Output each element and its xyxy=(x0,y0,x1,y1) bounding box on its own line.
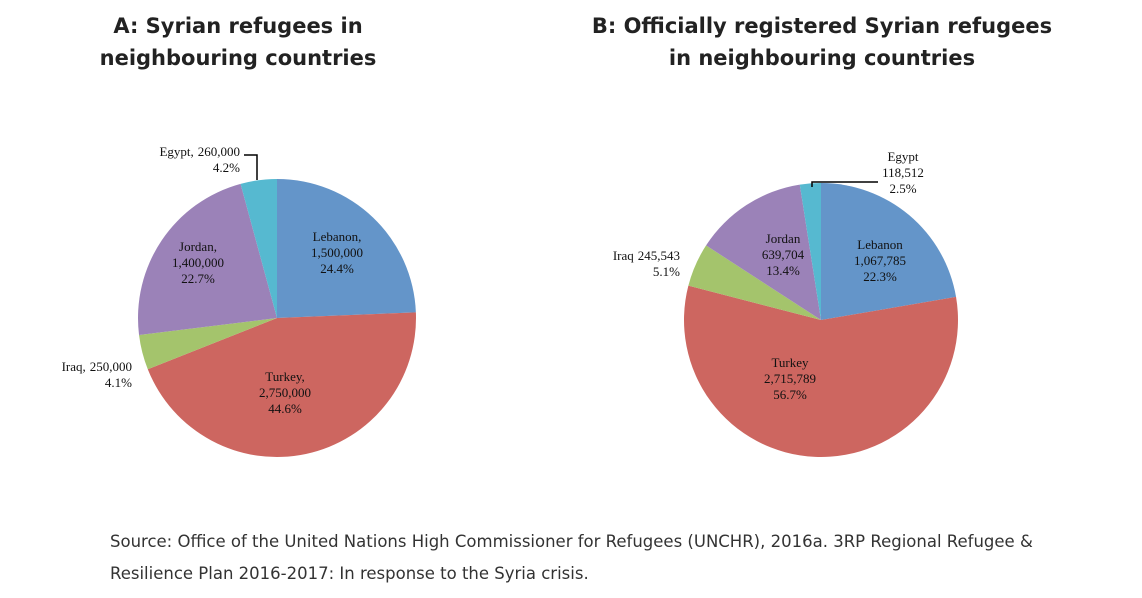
pie-slice xyxy=(138,183,277,335)
charts: A: Syrian refugees in neighbouring countr… xyxy=(62,14,1052,458)
pie-slice xyxy=(684,285,958,457)
slice-label-part: Jordan, xyxy=(179,239,217,254)
slice-label: Turkey, xyxy=(265,369,305,384)
pie-slice xyxy=(688,245,821,320)
slice-label-part: 245,543 xyxy=(638,248,680,263)
chart-title: A: Syrian refugees in xyxy=(113,14,362,38)
chart-title: B: Officially registered Syrian refugees xyxy=(592,14,1052,38)
slice-label: 118,512 xyxy=(882,165,924,180)
slice-label: 22.3% xyxy=(863,269,897,284)
slice-label-part: 24.4% xyxy=(320,261,354,276)
pie-slice xyxy=(147,312,416,458)
slice-label-part: 22.7% xyxy=(181,271,215,286)
slice-label-part: 22.3% xyxy=(863,269,897,284)
pie-slice xyxy=(277,179,416,318)
pie-slice xyxy=(240,179,277,318)
slice-label-part: 1,067,785 xyxy=(854,253,906,268)
slice-label-part: 639,704 xyxy=(762,247,805,262)
slice-label-part: 1,400,000 xyxy=(172,255,224,270)
pie-slice xyxy=(706,184,821,320)
slice-label-part: 4.1% xyxy=(105,375,132,390)
slice-label: Egypt, 260,000 xyxy=(159,144,240,159)
slice-label-part: 2,715,789 xyxy=(764,371,816,386)
slice-label: Iraq 245,543 xyxy=(613,248,680,263)
chart-title: in neighbouring countries xyxy=(669,46,975,70)
slice-label-part: 5.1% xyxy=(653,264,680,279)
slice-label: 4.1% xyxy=(105,375,132,390)
slice-label: 1,500,000 xyxy=(311,245,363,260)
slice-label-part: Turkey xyxy=(771,355,809,370)
slice-label-part: 250,000 xyxy=(90,359,132,374)
slice-label-part: 44.6% xyxy=(268,401,302,416)
slice-label-part: Jordan xyxy=(766,231,801,246)
slice-label: 5.1% xyxy=(653,264,680,279)
slice-label-part: Lebanon xyxy=(857,237,903,252)
slice-label: 2,750,000 xyxy=(259,385,311,400)
slice-label-part: 260,000 xyxy=(198,144,240,159)
slice-label: Turkey xyxy=(771,355,809,370)
slice-label-part: Iraq xyxy=(613,248,634,263)
slice-label: Jordan xyxy=(766,231,801,246)
slice-label: Egypt xyxy=(887,149,918,164)
slice-label: 13.4% xyxy=(766,263,800,278)
leader-line xyxy=(811,181,878,187)
slice-label-part: 118,512 xyxy=(882,165,924,180)
slice-label-part: Egypt, xyxy=(159,144,193,159)
source-note: Source: Office of the United Nations Hig… xyxy=(110,532,1033,583)
slice-label: 1,400,000 xyxy=(172,255,224,270)
slice-label: Jordan, xyxy=(179,239,217,254)
slice-label-part: 13.4% xyxy=(766,263,800,278)
slice-label: Lebanon, xyxy=(313,229,362,244)
pie-slice xyxy=(821,183,957,320)
slice-label-part: Lebanon, xyxy=(313,229,362,244)
slice-label-part: Turkey, xyxy=(265,369,305,384)
slice-label-part: 56.7% xyxy=(773,387,807,402)
pie-slice xyxy=(139,318,277,370)
slice-label-part: 4.2% xyxy=(213,160,240,175)
leader-line xyxy=(244,154,258,180)
slice-label-part: 1,500,000 xyxy=(311,245,363,260)
slice-label: Iraq, 250,000 xyxy=(62,359,132,374)
slice-label: 1,067,785 xyxy=(854,253,906,268)
slice-label: 4.2% xyxy=(213,160,240,175)
slice-label-part: 2,750,000 xyxy=(259,385,311,400)
slice-label: 639,704 xyxy=(762,247,805,262)
slice-label: 2,715,789 xyxy=(764,371,816,386)
slice-label: Lebanon xyxy=(857,237,903,252)
slice-label-part: Iraq, xyxy=(62,359,86,374)
slice-label: 22.7% xyxy=(181,271,215,286)
slice-label: 24.4% xyxy=(320,261,354,276)
slice-label-part: Egypt xyxy=(887,149,918,164)
pie-slice xyxy=(799,183,821,320)
slice-label: 2.5% xyxy=(889,181,916,196)
chart-title: neighbouring countries xyxy=(100,46,377,70)
slice-label: 44.6% xyxy=(268,401,302,416)
slice-label-part: 2.5% xyxy=(889,181,916,196)
slice-label: 56.7% xyxy=(773,387,807,402)
